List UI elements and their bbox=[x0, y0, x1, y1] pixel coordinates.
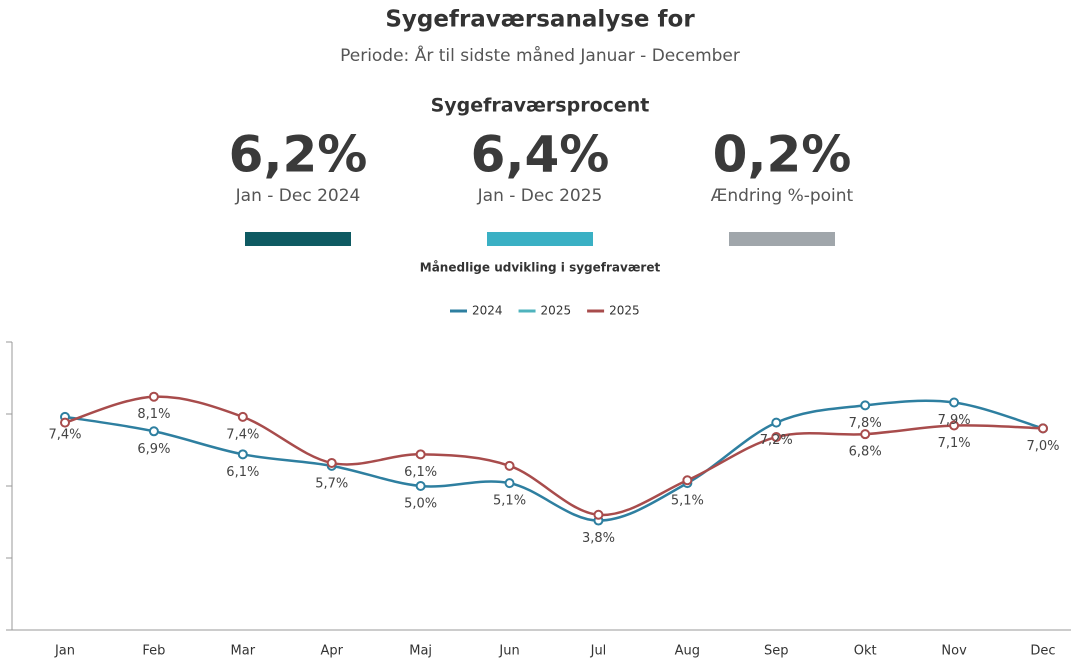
point bbox=[60, 417, 70, 428]
data-label: 7,4% bbox=[48, 427, 81, 442]
data-label: 6,8% bbox=[849, 445, 882, 460]
data-label: 7,9% bbox=[938, 413, 971, 428]
title: Sygefraværsanalyse for bbox=[385, 7, 695, 33]
chart-title: Månedlige udvikling i sygefraværet bbox=[420, 261, 661, 275]
kpi-value: 6,4% bbox=[471, 126, 610, 184]
x-tick-label: Jun bbox=[498, 644, 519, 659]
point bbox=[771, 417, 782, 428]
x-tick-label: Dec bbox=[1030, 644, 1055, 659]
x-tick-label: Maj bbox=[409, 644, 432, 659]
data-label: 6,1% bbox=[404, 465, 437, 480]
point bbox=[237, 449, 248, 460]
data-label: 6,1% bbox=[226, 465, 259, 480]
point bbox=[148, 391, 159, 402]
point bbox=[860, 400, 871, 411]
series-line bbox=[64, 399, 1044, 522]
x-tick-label: Aug bbox=[675, 644, 700, 659]
kpi-label: Ændring %-point bbox=[711, 186, 854, 206]
kpi-label: Jan - Dec 2024 bbox=[235, 186, 361, 206]
legend-label: 2025 bbox=[541, 304, 572, 318]
point bbox=[1038, 423, 1048, 434]
point bbox=[593, 509, 604, 520]
point bbox=[326, 457, 337, 468]
data-label: 6,9% bbox=[137, 442, 170, 457]
data-label: 7,8% bbox=[849, 416, 882, 431]
point bbox=[415, 449, 426, 460]
kpi-value: 6,2% bbox=[229, 126, 368, 184]
point bbox=[771, 432, 782, 443]
point bbox=[415, 481, 426, 491]
x-tick-label: Jan bbox=[54, 644, 75, 659]
point bbox=[148, 426, 159, 437]
point bbox=[860, 429, 871, 440]
point bbox=[504, 478, 515, 489]
point bbox=[949, 397, 960, 408]
kpi-value: 0,2% bbox=[713, 126, 852, 184]
subtitle: Periode: År til sidste måned Januar - De… bbox=[340, 44, 740, 66]
x-tick-label: Sep bbox=[764, 644, 789, 659]
data-label: 7,2% bbox=[760, 433, 793, 448]
x-tick-label: Jul bbox=[590, 644, 607, 659]
kpi-label: Jan - Dec 2025 bbox=[477, 186, 603, 206]
point bbox=[949, 420, 960, 431]
kpi-bar bbox=[729, 232, 835, 246]
data-label: 3,8% bbox=[582, 531, 615, 546]
series-line bbox=[64, 395, 1044, 517]
point bbox=[682, 475, 693, 486]
kpi-bar bbox=[487, 232, 593, 246]
x-tick-label: Feb bbox=[142, 644, 165, 659]
kpi-bar bbox=[245, 232, 351, 246]
data-label: 8,1% bbox=[137, 407, 170, 422]
point bbox=[504, 460, 515, 471]
data-label: 7,1% bbox=[938, 436, 971, 451]
point bbox=[237, 411, 248, 422]
kpi-title: Sygefraværsprocent bbox=[431, 95, 650, 117]
legend-label: 2025 bbox=[609, 304, 640, 318]
data-label: 7,4% bbox=[226, 427, 259, 442]
legend-label: 2024 bbox=[472, 304, 503, 318]
x-tick-label: Okt bbox=[854, 644, 877, 659]
x-tick-label: Apr bbox=[320, 644, 343, 659]
data-label: 5,7% bbox=[315, 476, 348, 491]
x-tick-label: Mar bbox=[231, 644, 256, 659]
data-label: 5,1% bbox=[493, 494, 526, 509]
data-label: 5,1% bbox=[671, 494, 704, 509]
data-label: 5,0% bbox=[404, 497, 437, 512]
data-label: 7,0% bbox=[1026, 439, 1059, 454]
x-tick-label: Nov bbox=[941, 644, 967, 659]
